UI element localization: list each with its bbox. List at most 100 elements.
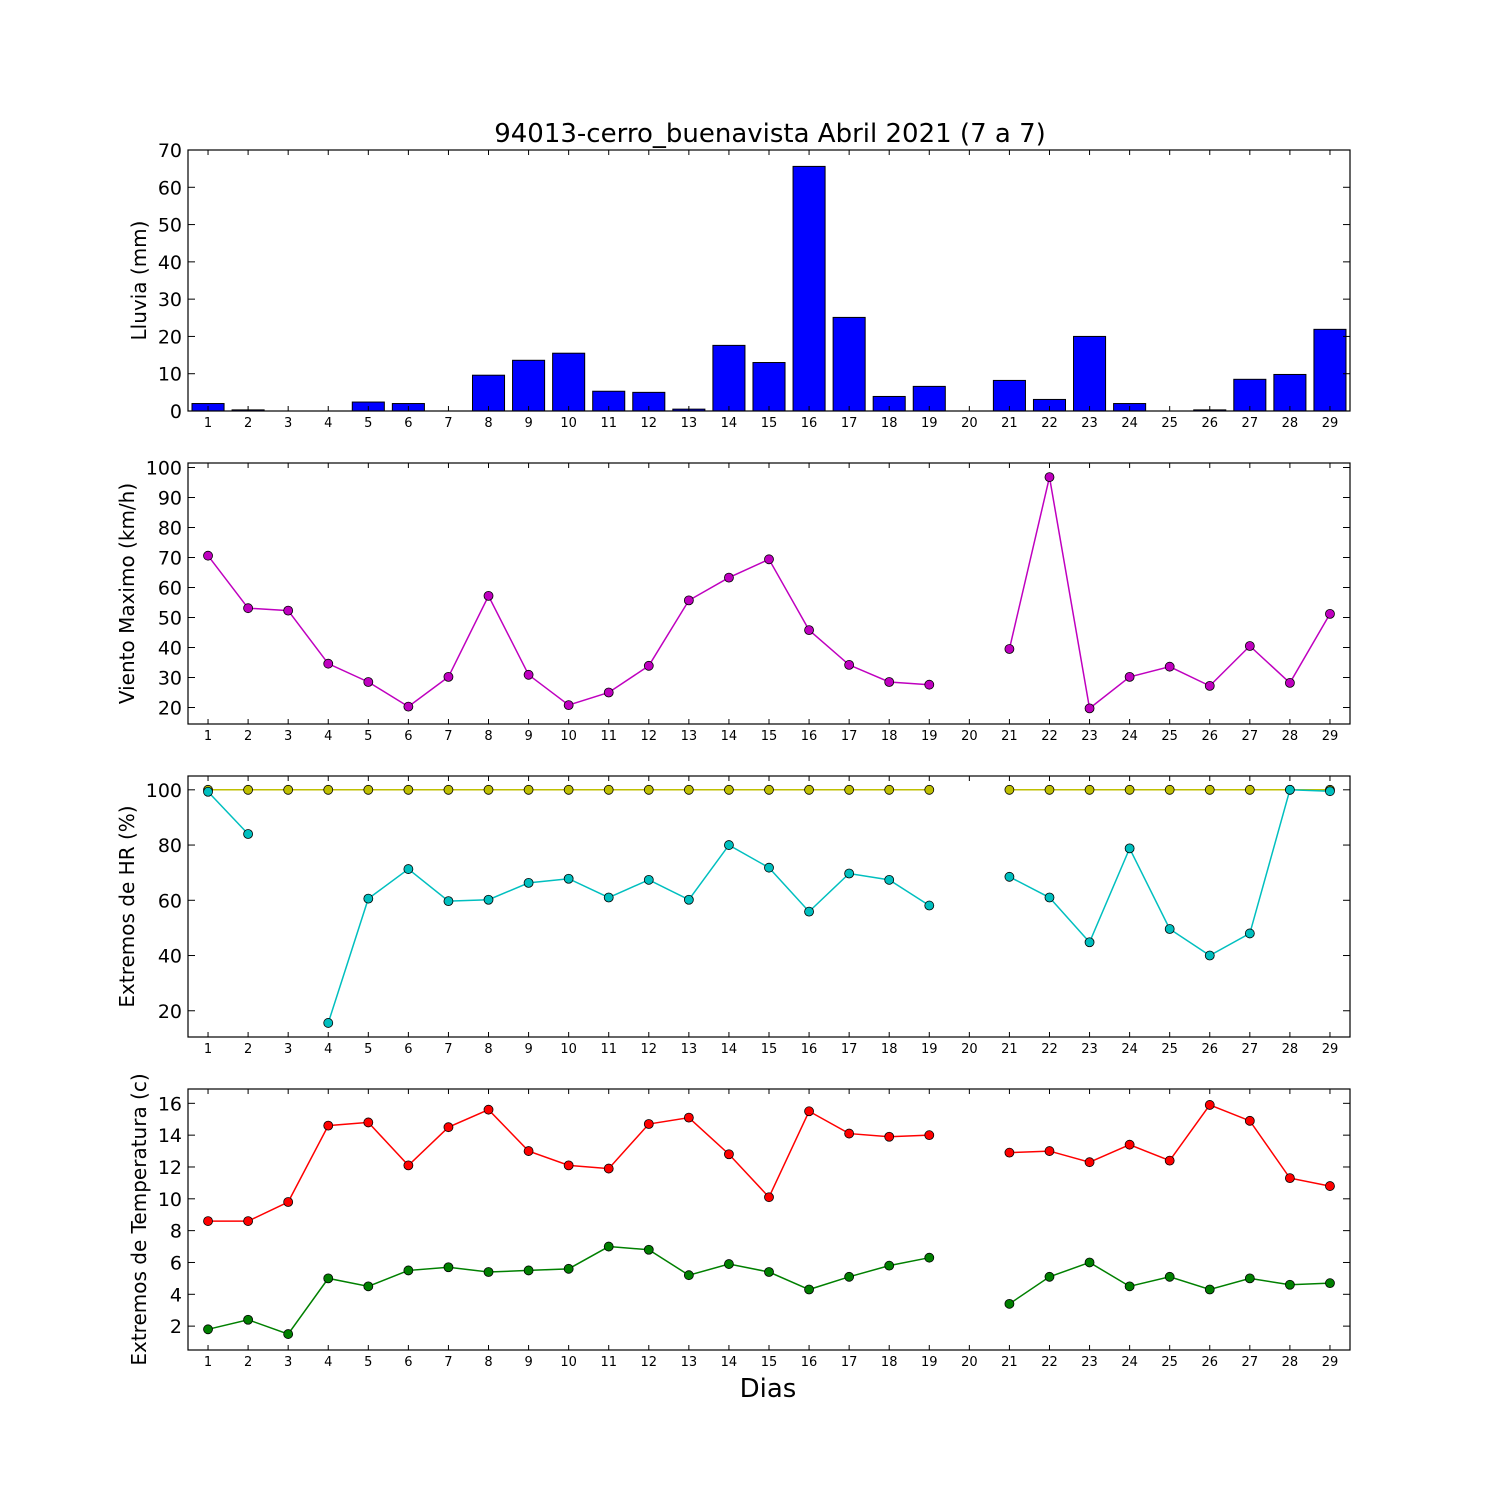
temperature-series-0-point-24 xyxy=(1124,1139,1135,1150)
rainfall-bar-29 xyxy=(1313,328,1347,412)
humidity-xtick-label-21: 21 xyxy=(1001,1042,1018,1057)
rainfall-xtick-label-1: 1 xyxy=(204,416,212,431)
temperature-series-0-point-14 xyxy=(724,1149,734,1160)
humidity-series-0-point-21 xyxy=(1004,784,1015,795)
rainfall-xtick-label-28: 28 xyxy=(1282,416,1299,431)
humidity-series-1-point-27 xyxy=(1244,928,1255,939)
humidity-series-1-point-15 xyxy=(764,862,774,873)
max-wind-series-0-point-11 xyxy=(603,687,614,698)
humidity-series-1-point-14 xyxy=(724,840,734,850)
humidity-series-1-point-21 xyxy=(1004,871,1015,882)
temperature-panel: 1 2 3 4 5 6 7 8 9 10 11 12 13 14 15 16 17 18 19 20 21 22 23 24 2… xyxy=(127,1073,1351,1370)
humidity-xtick-label-1: 1 xyxy=(204,1042,212,1057)
temperature-series-1-point-6 xyxy=(403,1265,414,1276)
temperature-xtick-label-21: 21 xyxy=(1001,1355,1018,1370)
humidity-series-0-point-23 xyxy=(1084,784,1095,795)
humidity-series-0-point-16 xyxy=(804,784,814,795)
temperature-series-0-point-17 xyxy=(844,1128,855,1139)
humidity-xtick-label-28: 28 xyxy=(1282,1042,1299,1057)
max-wind-series-0-point-23 xyxy=(1084,703,1095,714)
max-wind-series-0-point-16 xyxy=(804,625,814,635)
humidity-series-1-point-23 xyxy=(1084,937,1095,948)
temperature-series-0-point-25 xyxy=(1164,1155,1175,1166)
temperature-series-1-point-8 xyxy=(483,1267,494,1277)
rainfall-ytick-label-10: 10 xyxy=(158,364,182,386)
humidity-xtick-label-15: 15 xyxy=(761,1042,778,1057)
max-wind-ytick-label-80: 80 xyxy=(158,518,182,540)
temperature-xtick-label-2: 2 xyxy=(244,1355,252,1370)
humidity-xtick-label-16: 16 xyxy=(801,1042,818,1057)
rainfall-xtick-label-24: 24 xyxy=(1121,416,1138,431)
temperature-series-1-point-12 xyxy=(643,1244,654,1255)
max-wind-panel: 1 2 3 4 5 6 7 8 9 10 11 12 13 14 15 16 17 18 19 20 21 22 23 24 2… xyxy=(115,458,1351,744)
humidity-series-1-point-17 xyxy=(844,868,855,879)
humidity-series-0-point-26 xyxy=(1204,784,1215,795)
temperature-series-1-point-9 xyxy=(523,1265,534,1276)
max-wind-xtick-label-18: 18 xyxy=(881,729,898,744)
humidity-series-0-point-25 xyxy=(1164,784,1175,795)
temperature-y-axis-label: Extremos de Temperatura (c) xyxy=(127,1073,151,1365)
humidity-ytick-label-80: 80 xyxy=(158,835,182,857)
rainfall-xtick-label-19: 19 xyxy=(921,416,938,431)
humidity-series-0-point-19 xyxy=(924,784,935,795)
rainfall-bar-8 xyxy=(471,374,506,412)
temperature-series-0-point-21 xyxy=(1004,1147,1015,1158)
humidity-y-axis-label: Extremos de HR (%) xyxy=(115,805,139,1007)
max-wind-ytick-label-90: 90 xyxy=(158,488,182,510)
rainfall-ytick-label-70: 70 xyxy=(158,140,182,162)
rainfall-bar-16 xyxy=(792,165,826,412)
humidity-series-1-point-5 xyxy=(363,893,374,904)
humidity-series-1-point-4 xyxy=(323,1018,334,1028)
max-wind-xtick-label-5: 5 xyxy=(364,729,372,744)
humidity-series-1-point-25 xyxy=(1164,924,1175,934)
temperature-series-0-point-15 xyxy=(764,1192,774,1203)
temperature-xtick-label-14: 14 xyxy=(721,1355,738,1370)
temperature-xtick-label-17: 17 xyxy=(841,1355,858,1370)
temperature-series-0-point-5 xyxy=(363,1117,374,1128)
temperature-xtick-label-26: 26 xyxy=(1201,1355,1218,1370)
humidity-xtick-label-10: 10 xyxy=(560,1042,577,1057)
max-wind-xtick-label-15: 15 xyxy=(761,729,778,744)
temperature-series-1-point-11 xyxy=(603,1241,614,1252)
max-wind-series-0-point-25 xyxy=(1164,661,1175,672)
max-wind-xtick-label-22: 22 xyxy=(1041,729,1058,744)
max-wind-series-0-point-1 xyxy=(203,550,213,561)
humidity-series-0-point-22 xyxy=(1044,784,1055,795)
max-wind-xtick-label-6: 6 xyxy=(404,729,412,744)
humidity-xtick-label-24: 24 xyxy=(1121,1042,1138,1057)
temperature-xtick-label-16: 16 xyxy=(801,1355,818,1370)
humidity-series-1-point-11 xyxy=(603,892,614,903)
rainfall-xtick-label-20: 20 xyxy=(961,416,978,431)
temperature-series-1-point-17 xyxy=(844,1271,855,1282)
humidity-xtick-label-5: 5 xyxy=(364,1042,372,1057)
humidity-series-0-point-15 xyxy=(764,784,774,795)
rainfall-xtick-label-3: 3 xyxy=(284,416,292,431)
rainfall-xtick-label-17: 17 xyxy=(841,416,858,431)
temperature-series-0-point-29 xyxy=(1325,1181,1335,1191)
max-wind-xtick-label-17: 17 xyxy=(841,729,858,744)
temperature-series-0-point-13 xyxy=(683,1112,694,1123)
temperature-series-1-point-22 xyxy=(1044,1271,1055,1282)
humidity-series-0-point-4 xyxy=(323,784,334,795)
temperature-series-0-point-12 xyxy=(643,1119,654,1129)
rainfall-xtick-label-11: 11 xyxy=(600,416,617,431)
max-wind-ytick-label-100: 100 xyxy=(146,458,182,480)
rainfall-panel: 1 2 3 4 5 6 7 8 9 10 11 12 13 14 15 16 17 18 19 20 21 22 23 24 2… xyxy=(127,140,1351,431)
temperature-ytick-label-10: 10 xyxy=(158,1189,182,1211)
rainfall-xtick-label-26: 26 xyxy=(1201,416,1218,431)
temperature-xtick-label-1: 1 xyxy=(204,1355,212,1370)
humidity-series-1-point-16 xyxy=(804,906,814,917)
max-wind-xtick-label-16: 16 xyxy=(801,729,818,744)
max-wind-xtick-label-19: 19 xyxy=(921,729,938,744)
humidity-series-1-point-24 xyxy=(1124,843,1135,854)
rainfall-xtick-label-25: 25 xyxy=(1161,416,1178,431)
rainfall-xtick-label-21: 21 xyxy=(1001,416,1018,431)
max-wind-xtick-label-1: 1 xyxy=(204,729,212,744)
temperature-series-0-point-6 xyxy=(403,1160,414,1171)
temperature-xtick-label-22: 22 xyxy=(1041,1355,1058,1370)
rainfall-xtick-label-22: 22 xyxy=(1041,416,1058,431)
max-wind-series-0-point-4 xyxy=(323,658,334,669)
max-wind-ytick-label-40: 40 xyxy=(158,638,182,660)
max-wind-ytick-label-30: 30 xyxy=(158,668,182,690)
